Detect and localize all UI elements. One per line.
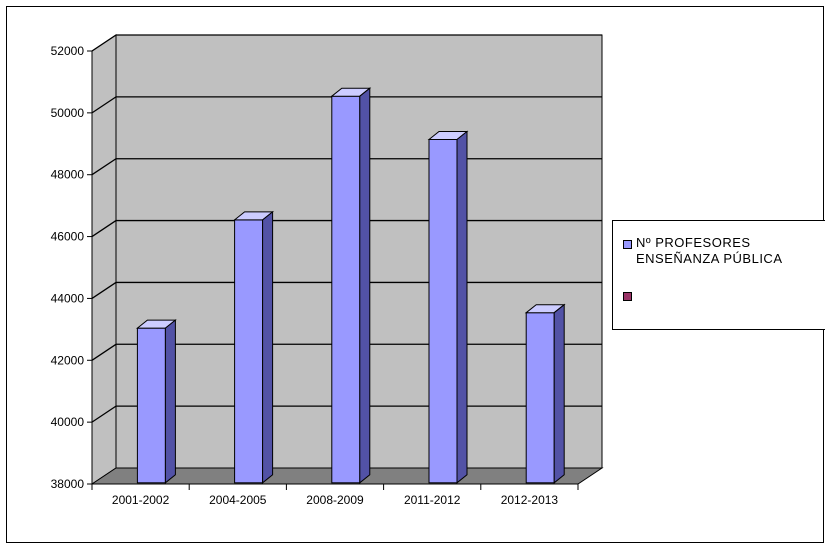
bar — [427, 130, 469, 484]
x-tick-label: 2001-2002 — [112, 493, 170, 507]
y-tick-label: 42000 — [51, 353, 85, 367]
gridline — [91, 34, 602, 52]
bar-side — [164, 319, 176, 484]
x-tick-label: 2004-2005 — [209, 493, 267, 507]
legend: Nº PROFESORES ENSEÑANZA PÚBLICA — [612, 220, 825, 330]
gridline — [91, 96, 602, 114]
x-axis-ticks: 2001-2002 2004-2005 2008-2009 2011-2012 2012… — [91, 484, 579, 507]
bar-front — [331, 95, 361, 484]
bar — [524, 303, 566, 484]
x-tick-label: 2011-2012 — [404, 493, 461, 507]
bar — [135, 319, 177, 484]
y-tick-label: 50000 — [51, 106, 85, 120]
bar-front — [525, 312, 555, 484]
x-tick-label: 2012-2013 — [501, 493, 559, 507]
y-tick-label: 46000 — [51, 230, 85, 244]
bars — [135, 87, 566, 484]
y-tick-label: 38000 — [51, 477, 85, 491]
bar-side — [262, 210, 274, 484]
y-tick-label: 44000 — [51, 291, 85, 305]
bar-front — [234, 219, 264, 484]
legend-label-series-1: Nº PROFESORES ENSEÑANZA PÚBLICA — [636, 235, 783, 266]
bar-side — [456, 130, 468, 484]
y-tick-label: 48000 — [51, 168, 85, 182]
bar-front — [428, 138, 458, 484]
bar-side — [553, 303, 565, 484]
x-tick-label: 2008-2009 — [306, 493, 364, 507]
y-tick-label: 52000 — [51, 44, 85, 58]
axes — [91, 51, 578, 485]
side-wall — [91, 34, 117, 485]
legend-swatch-series-1 — [623, 240, 632, 249]
y-tick-label: 40000 — [51, 415, 85, 429]
bar-front — [136, 327, 166, 484]
y-axis-ticks: 38000 40000 42000 44000 46000 48000 50000 52000 — [51, 44, 92, 491]
bar — [233, 210, 275, 484]
bar-side — [359, 87, 371, 484]
bar — [330, 87, 372, 484]
legend-swatch-series-2 — [623, 292, 632, 301]
